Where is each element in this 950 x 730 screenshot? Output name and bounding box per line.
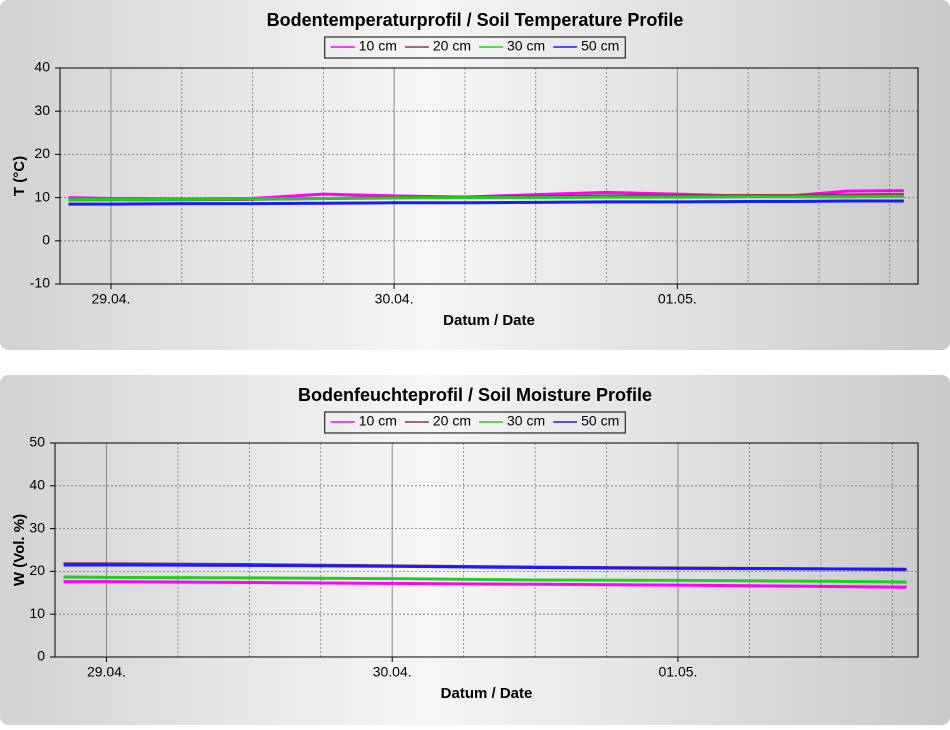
x-tick-label: 29.04. bbox=[87, 664, 126, 680]
y-tick-label: 40 bbox=[34, 59, 50, 75]
chart-title: Bodentemperaturprofil / Soil Temperature… bbox=[267, 10, 684, 30]
data-line bbox=[63, 575, 907, 584]
x-tick-label: 29.04. bbox=[92, 291, 131, 307]
y-axis-label: W (Vol. %) bbox=[11, 514, 28, 586]
legend bbox=[324, 36, 626, 59]
legend-label: 10 cm bbox=[359, 38, 397, 54]
plot-frame bbox=[54, 442, 919, 658]
x-axis-label: Datum / Date bbox=[443, 312, 535, 329]
data-line bbox=[63, 563, 907, 571]
y-tick-label: 20 bbox=[34, 145, 50, 161]
panel bbox=[0, 375, 950, 725]
legend-label: 20 cm bbox=[433, 38, 471, 54]
x-tick-label: 01.05. bbox=[658, 664, 697, 680]
data-line bbox=[68, 194, 904, 201]
x-tick-label: 01.05. bbox=[658, 291, 697, 307]
legend-label: 50 cm bbox=[581, 413, 619, 429]
x-tick-label: 30.04. bbox=[375, 291, 414, 307]
y-tick-label: 0 bbox=[42, 232, 50, 248]
legend-label: 30 cm bbox=[507, 413, 545, 429]
legend-label: 30 cm bbox=[507, 38, 545, 54]
y-tick-label: 10 bbox=[34, 188, 50, 204]
y-tick-label: 40 bbox=[29, 477, 45, 493]
y-tick-label: 30 bbox=[29, 519, 45, 535]
legend-label: 10 cm bbox=[359, 413, 397, 429]
panel bbox=[0, 0, 950, 350]
data-line bbox=[68, 199, 904, 206]
y-tick-label: 30 bbox=[34, 102, 50, 118]
y-tick-label: -10 bbox=[30, 275, 50, 291]
chart-title: Bodenfeuchteprofil / Soil Moisture Profi… bbox=[298, 385, 652, 405]
legend-label: 20 cm bbox=[433, 413, 471, 429]
x-tick-label: 30.04. bbox=[373, 664, 412, 680]
y-tick-label: 20 bbox=[29, 562, 45, 578]
legend-label: 50 cm bbox=[581, 38, 619, 54]
y-tick-label: 10 bbox=[29, 605, 45, 621]
legend bbox=[324, 411, 626, 434]
data-line bbox=[63, 580, 907, 589]
x-axis-label: Datum / Date bbox=[441, 685, 533, 702]
plot-frame bbox=[59, 67, 919, 285]
y-axis-label: T (°C) bbox=[11, 156, 28, 196]
y-tick-label: 50 bbox=[29, 434, 45, 450]
y-tick-label: 0 bbox=[37, 648, 45, 664]
